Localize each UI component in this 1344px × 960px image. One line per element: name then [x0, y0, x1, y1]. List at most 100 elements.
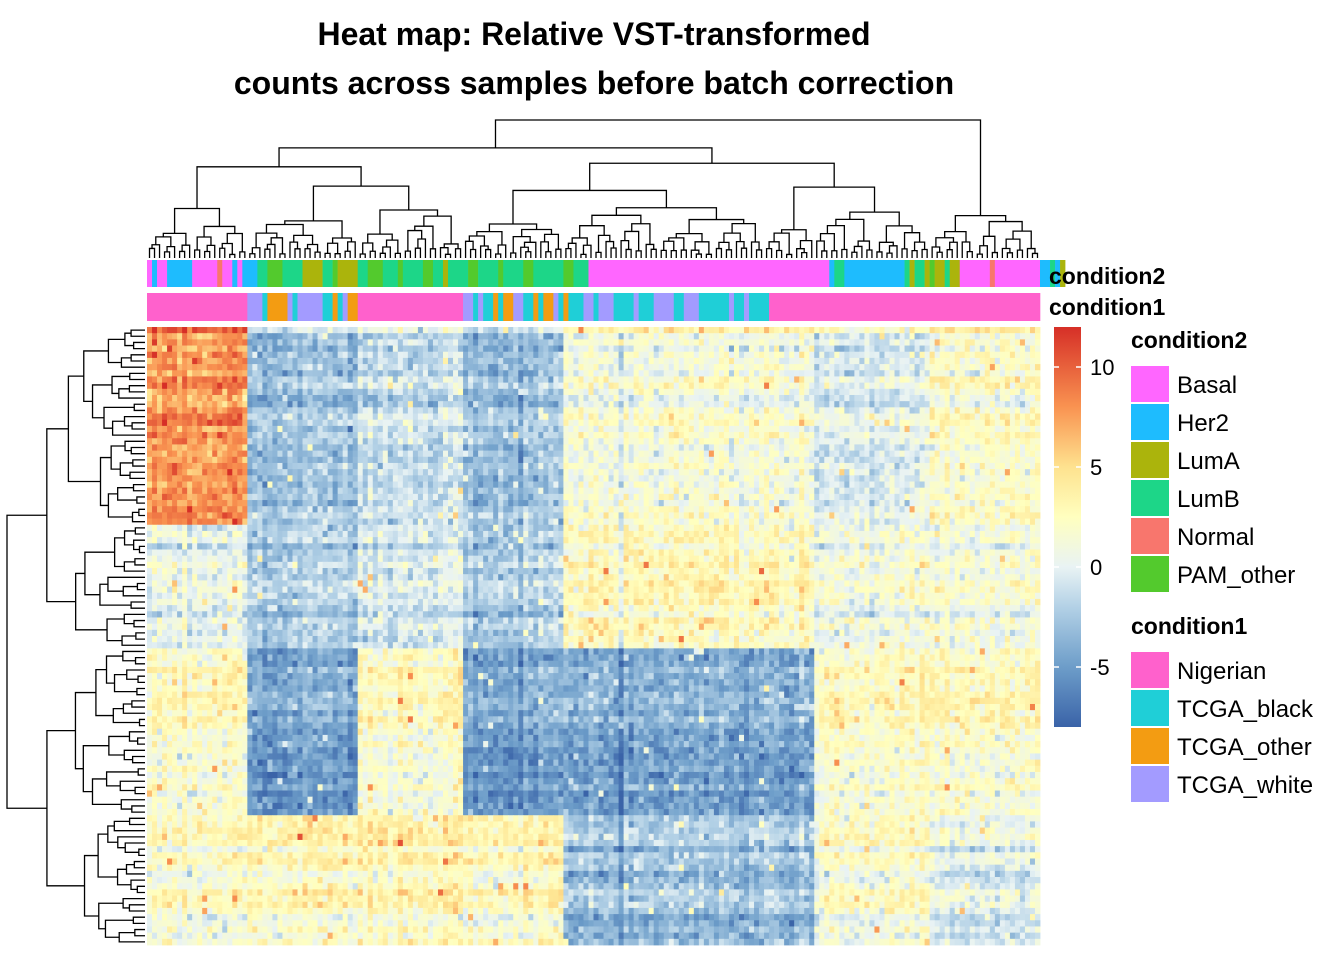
- heatmap-cell: [262, 327, 268, 334]
- heatmap-cell: [207, 327, 213, 334]
- heatmap-cell: [157, 339, 163, 346]
- heatmap-cell: [633, 388, 640, 396]
- heatmap-cell: [708, 394, 715, 402]
- heatmap-cell: [528, 413, 534, 421]
- heatmap-cell: [357, 333, 364, 340]
- heatmap-cell: [237, 351, 243, 359]
- heatmap-cell: [683, 388, 690, 396]
- heatmap-cell: [312, 456, 318, 464]
- heatmap-cell: [979, 432, 986, 439]
- heatmap-cell: [312, 469, 318, 476]
- heatmap-cell: [994, 444, 1001, 451]
- heatmap-cell: [337, 370, 344, 377]
- heatmap-cell: [769, 345, 775, 353]
- heatmap-cell: [749, 401, 755, 408]
- heatmap-cell: [412, 407, 419, 414]
- heatmap-cell: [458, 333, 464, 340]
- heatmap-cell: [392, 345, 399, 353]
- heatmap-cell: [829, 432, 835, 439]
- row-dendrogram-branch: [99, 456, 112, 507]
- heatmap-cell: [683, 376, 690, 384]
- heatmap-cell: [503, 376, 509, 384]
- heatmap-cell: [764, 419, 770, 427]
- heatmap-cell: [839, 425, 845, 433]
- heatmap-cell: [287, 339, 293, 346]
- heatmap-cell: [844, 333, 850, 340]
- heatmap-cell: [538, 432, 544, 439]
- heatmap-cell: [247, 370, 253, 377]
- heatmap-cell: [698, 364, 705, 371]
- heatmap-cell: [272, 339, 278, 346]
- heatmap-cell: [839, 475, 845, 482]
- heatmap-cell: [327, 462, 334, 470]
- heatmap-cell: [157, 450, 163, 458]
- condition2-segment: [157, 260, 168, 287]
- heatmap-cell: [829, 469, 835, 476]
- heatmap-cell: [152, 425, 158, 433]
- heatmap-cell: [608, 407, 614, 414]
- heatmap-cell: [643, 475, 650, 482]
- heatmap-cell: [207, 469, 213, 476]
- heatmap-cell: [488, 413, 494, 421]
- heatmap-cell: [152, 432, 158, 439]
- heatmap-cell: [437, 394, 444, 402]
- heatmap-cell: [994, 394, 1001, 402]
- heatmap-cell: [332, 401, 339, 408]
- heatmap-cell: [327, 357, 334, 365]
- heatmap-cell: [633, 419, 640, 427]
- heatmap-cell: [854, 339, 860, 346]
- heatmap-cell: [769, 370, 775, 377]
- heatmap-cell: [252, 333, 258, 340]
- heatmap-cell: [498, 450, 504, 458]
- heatmap-cell: [598, 450, 604, 458]
- heatmap-cell: [372, 401, 379, 408]
- heatmap-cell: [1004, 413, 1011, 421]
- heatmap-cell: [829, 413, 835, 421]
- heatmap-cell: [658, 462, 665, 470]
- heatmap-cell: [618, 475, 624, 482]
- heatmap-cell: [352, 376, 359, 384]
- heatmap-cell: [167, 388, 173, 396]
- heatmap-cell: [608, 469, 614, 476]
- heatmap-cell: [182, 481, 188, 489]
- heatmap-cell: [824, 450, 830, 458]
- heatmap-cell: [458, 357, 464, 365]
- heatmap-cell: [668, 475, 675, 482]
- heatmap-cell: [608, 376, 614, 384]
- heatmap-cell: [182, 327, 188, 334]
- heatmap-cell: [628, 370, 635, 377]
- heatmap-cell: [588, 327, 594, 334]
- heatmap-cell: [678, 413, 685, 421]
- heatmap-cell: [448, 333, 454, 340]
- heatmap-cell: [327, 388, 334, 396]
- heatmap-cell: [302, 401, 308, 408]
- heatmap-cell: [718, 345, 725, 353]
- heatmap-cell: [407, 432, 414, 439]
- heatmap-cell: [774, 388, 780, 396]
- heatmap-cell: [859, 456, 865, 464]
- heatmap-cell: [959, 456, 966, 464]
- heatmap-cell: [708, 357, 715, 365]
- heatmap-cell: [217, 351, 223, 359]
- heatmap-cell: [754, 450, 760, 458]
- heatmap-cell: [799, 382, 805, 390]
- heatmap-cell: [402, 444, 409, 451]
- heatmap-cell: [533, 382, 539, 390]
- heatmap-cell: [764, 339, 770, 346]
- heatmap-cell: [277, 327, 283, 334]
- heatmap-cell: [1009, 394, 1016, 402]
- heatmap-cell: [914, 481, 920, 489]
- column-dendrogram-branch: [148, 247, 156, 258]
- heatmap-cell: [819, 376, 825, 384]
- row-dendrogram-branch: [118, 931, 145, 943]
- heatmap-cell: [282, 401, 288, 408]
- heatmap-cell: [432, 469, 439, 476]
- heatmap-cell: [949, 345, 956, 353]
- heatmap-cell: [754, 339, 760, 346]
- heatmap-cell: [448, 394, 454, 402]
- heatmap-cell: [523, 425, 529, 433]
- heatmap-cell: [764, 345, 770, 353]
- heatmap-cell: [869, 333, 875, 340]
- heatmap-cell: [227, 469, 233, 476]
- heatmap-cell: [774, 438, 780, 445]
